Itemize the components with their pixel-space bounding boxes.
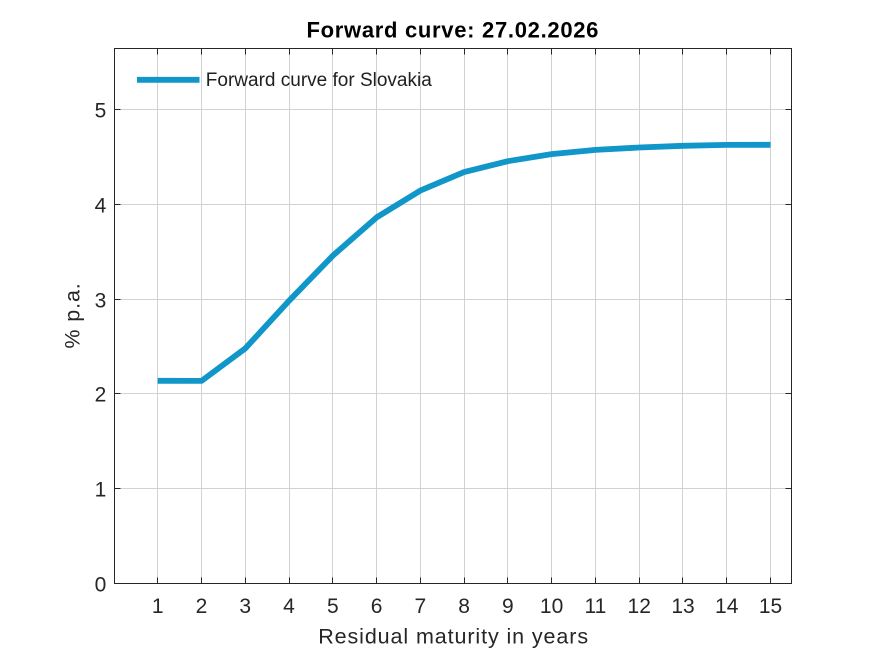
svg-text:9: 9 — [502, 595, 514, 618]
svg-text:15: 15 — [759, 595, 782, 618]
svg-text:4: 4 — [283, 595, 295, 618]
svg-text:3: 3 — [95, 289, 107, 312]
svg-text:1: 1 — [152, 595, 164, 618]
svg-text:4: 4 — [95, 194, 107, 217]
svg-text:11: 11 — [584, 595, 606, 618]
svg-text:12: 12 — [628, 595, 651, 618]
svg-text:2: 2 — [95, 383, 107, 406]
svg-text:10: 10 — [540, 595, 563, 618]
svg-text:Forward curve for Slovakia: Forward curve for Slovakia — [206, 70, 432, 91]
svg-text:1: 1 — [95, 478, 107, 501]
svg-text:6: 6 — [371, 595, 383, 618]
svg-text:Forward curve: 27.02.2026: Forward curve: 27.02.2026 — [306, 18, 599, 43]
svg-text:7: 7 — [414, 595, 426, 618]
svg-text:% p.a.: % p.a. — [61, 282, 85, 348]
svg-text:2: 2 — [196, 595, 208, 618]
svg-text:Residual maturity in years: Residual maturity in years — [318, 625, 589, 649]
svg-text:8: 8 — [458, 595, 470, 618]
svg-text:13: 13 — [671, 595, 694, 618]
svg-text:14: 14 — [715, 595, 739, 618]
svg-text:5: 5 — [327, 595, 339, 618]
svg-text:0: 0 — [95, 573, 107, 596]
svg-text:3: 3 — [239, 595, 251, 618]
svg-text:5: 5 — [95, 99, 107, 122]
